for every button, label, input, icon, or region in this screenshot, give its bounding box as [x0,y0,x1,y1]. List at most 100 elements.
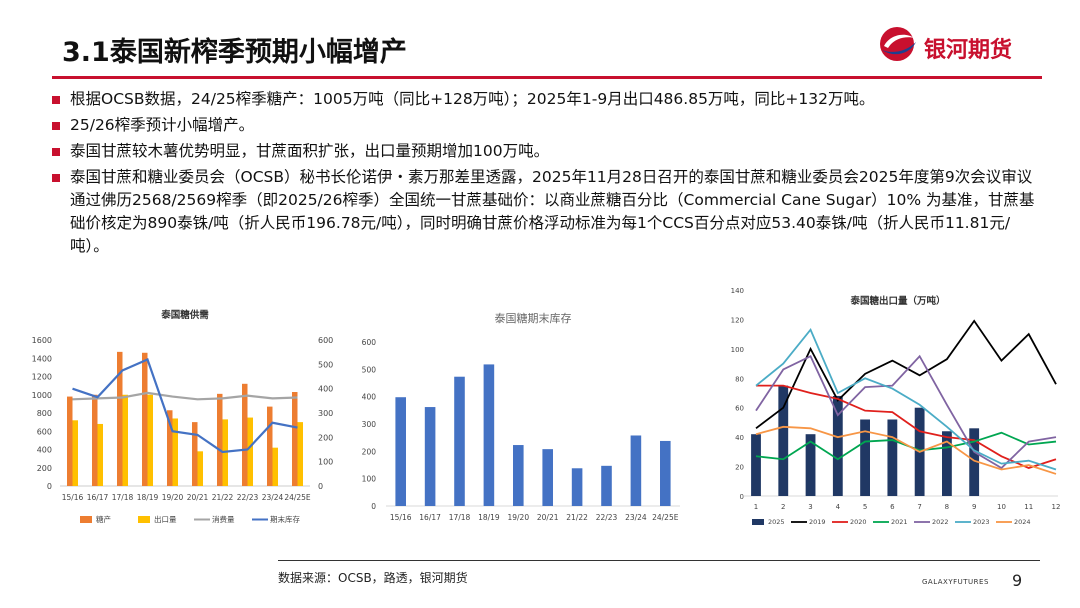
y2-tick-label: 500 [318,360,333,369]
line-2024 [755,425,1057,475]
line-2019 [755,319,1057,430]
legend-label: 2020 [850,518,867,526]
x-tick-label: 17/18 [112,493,134,502]
legend-label: 出口量 [154,514,177,524]
bullet-item: 泰国甘蔗和糖业委员会（OCSB）秘书长伦诺伊・素万那差里透露，2025年11月2… [50,166,1040,258]
legend-label: 糖产 [96,514,111,524]
y-tick-label: 500 [362,365,377,374]
bar-出口量 [147,394,153,486]
x-tick-label: 21/22 [212,493,234,502]
y-tick-label: 600 [362,338,377,347]
bar-2025 [751,434,761,496]
bar-ending-stock [571,468,583,506]
bar-2025 [942,431,952,496]
y-tick-label: 200 [37,464,52,473]
bullet-text: 根据OCSB数据，24/25榨季糖产：1005万吨（同比+128万吨）；2025… [70,90,875,108]
y-tick-label: 1200 [32,373,52,382]
y2-tick-label: 300 [318,409,333,418]
bullet-text: 泰国甘蔗较木薯优势明显，甘蔗面积扩张，出口量预期增加100万吨。 [70,142,550,160]
legend-label: 消费量 [212,514,235,524]
bar-糖产 [267,406,273,486]
y-tick-label: 40 [735,434,744,442]
chart-title: 泰国糖期末库存 [495,311,572,325]
legend-swatch [138,516,150,523]
bar-糖产 [167,410,173,486]
data-source: 数据来源：OCSB，路透，银河期货 [278,571,468,585]
x-tick-label: 7 [917,503,921,511]
bar-糖产 [217,393,223,486]
y-tick-label: 120 [731,316,744,324]
y-tick-label: 400 [37,446,52,455]
legend-label: 2025 [768,518,785,526]
y-tick-label: 400 [362,393,377,402]
y-tick-label: 600 [37,427,52,436]
bar-糖产 [92,394,98,486]
x-tick-label: 21/22 [566,513,588,522]
bar-ending-stock [542,449,553,506]
y-tick-label: 0 [740,493,744,501]
line-2020 [756,384,1057,470]
bar-糖产 [67,396,73,486]
y-tick-label: 140 [731,287,744,295]
bullet-square-icon [52,96,60,104]
line-2022 [755,354,1057,470]
bar-出口量 [122,394,128,486]
x-tick-label: 3 [808,503,812,511]
y-tick-label: 20 [735,464,744,472]
bar-糖产 [242,383,248,486]
x-tick-label: 15/16 [390,513,412,522]
bar-2025 [778,385,789,496]
x-tick-label: 4 [836,503,841,511]
bullet-item: 25/26榨季预计小幅增产。 [50,114,1040,137]
x-tick-label: 18/19 [478,513,500,522]
footer-divider [278,560,1040,561]
bar-出口量 [172,418,178,486]
y-tick-label: 100 [362,475,377,484]
chart-supply-demand: 泰国糖供需 0 200 400 600 800 1000 1200 1400 1600 0 100 20… [32,309,334,524]
x-tick-label: 17/18 [449,513,471,522]
bar-2025 [969,428,980,496]
page-title: 3.1泰国新榨季预期小幅增产 [62,37,407,68]
line-2021 [755,431,1057,461]
bar-糖产 [292,392,298,486]
company-logo: 银河期货 [876,24,1066,68]
y2-tick-label: 0 [318,482,323,491]
bar-ending-stock [454,376,465,506]
y-tick-label: 0 [371,502,376,511]
bar-2025 [832,395,843,496]
bar-ending-stock [513,445,524,506]
bullet-list: 根据OCSB数据，24/25榨季糖产：1005万吨（同比+128万吨）；2025… [50,88,1040,258]
bar-糖产 [192,422,198,486]
line-2023 [755,328,1057,471]
x-tick-label: 20/21 [537,513,559,522]
chart-title: 泰国糖供需 [160,309,209,321]
x-tick-label: 6 [890,503,895,511]
bar-2025 [805,434,816,496]
bar-出口量 [297,422,303,486]
x-tick-label: 19/20 [507,513,529,522]
bar-ending-stock [660,440,671,506]
x-tick-label: 2 [781,503,785,511]
bullet-square-icon [52,148,60,156]
y2-tick-label: 400 [318,385,333,394]
x-tick-label: 23/24 [262,493,284,502]
bullet-square-icon [52,174,60,182]
bar-糖产 [117,351,123,486]
chart-ending-stock: 泰国糖期末库存 0 100 200 300 400 500 600 15/16 16/17 17/1… [362,311,680,522]
y-tick-label: 200 [362,447,377,456]
bar-ending-stock [483,364,495,506]
x-tick-label: 1 [754,503,758,511]
y-tick-label: 80 [735,375,744,383]
x-tick-label: 16/17 [419,513,441,522]
x-tick-label: 22/23 [237,493,259,502]
legend-swatch [80,516,92,523]
bar-糖产 [142,352,148,486]
bar-出口量 [272,447,278,486]
x-tick-label: 24/25E [652,513,679,522]
x-tick-label: 16/17 [87,493,109,502]
chart-title: 泰国糖出口量（万吨） [849,295,945,307]
x-tick-label: 24/25E [284,493,311,502]
x-tick-label: 22/23 [596,513,618,522]
y2-tick-label: 100 [318,458,333,467]
bar-2025 [860,419,870,496]
